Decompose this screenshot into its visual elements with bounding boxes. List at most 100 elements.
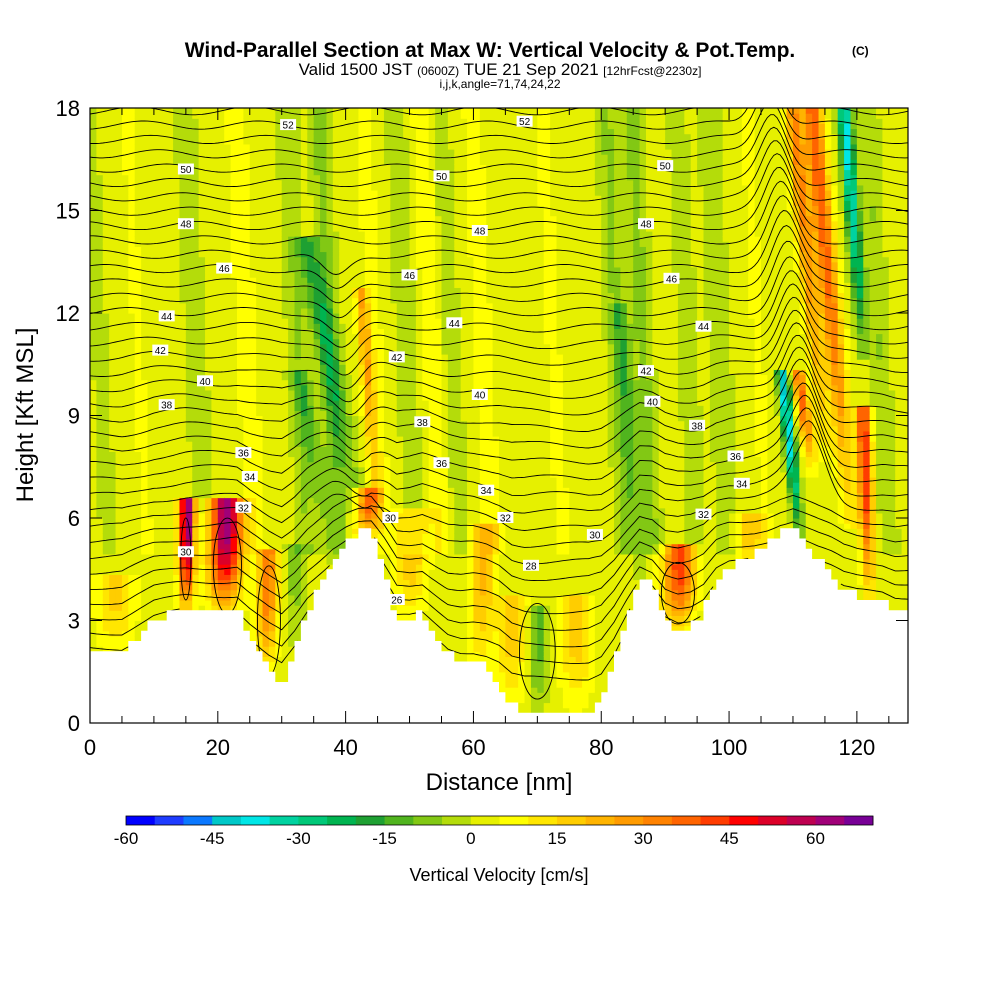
velocity-cell — [275, 656, 283, 663]
velocity-cell — [134, 287, 142, 294]
velocity-cell — [332, 456, 340, 463]
velocity-cell — [358, 236, 366, 242]
velocity-cell — [90, 430, 97, 437]
velocity-cell — [134, 379, 142, 386]
velocity-cell — [371, 348, 379, 355]
velocity-cell — [134, 451, 142, 458]
velocity-cell — [90, 282, 97, 288]
velocity-cell — [90, 133, 97, 140]
velocity-cell — [300, 461, 308, 468]
velocity-cell — [345, 138, 353, 145]
velocity-cell — [192, 415, 200, 422]
velocity-cell — [185, 123, 193, 130]
velocity-cell — [224, 292, 232, 299]
velocity-cell — [173, 272, 181, 278]
velocity-cell — [352, 220, 360, 227]
velocity-cell — [205, 174, 213, 181]
velocity-cell — [185, 605, 193, 611]
velocity-cell — [185, 415, 193, 422]
velocity-cell — [281, 302, 289, 309]
velocity-cell — [192, 487, 200, 493]
velocity-cell — [275, 374, 283, 381]
velocity-cell — [307, 128, 315, 135]
velocity-cell — [262, 272, 270, 278]
velocity-cell — [173, 307, 181, 314]
velocity-cell — [211, 241, 219, 247]
velocity-cell — [313, 338, 321, 345]
velocity-cell — [294, 477, 302, 483]
velocity-cell — [153, 174, 161, 181]
velocity-cell — [198, 600, 206, 606]
velocity-cell — [383, 369, 391, 376]
velocity-cell — [281, 579, 289, 586]
velocity-cell — [128, 569, 136, 575]
velocity-cell — [96, 318, 104, 324]
velocity-cell — [358, 395, 366, 401]
velocity-cell — [217, 113, 225, 119]
velocity-cell — [262, 528, 270, 534]
velocity-cell — [115, 231, 123, 237]
velocity-cell — [96, 446, 104, 452]
velocity-cell — [332, 266, 340, 273]
velocity-cell — [332, 251, 340, 258]
velocity-cell — [121, 589, 129, 596]
velocity-cell — [281, 313, 289, 319]
velocity-cell — [403, 169, 411, 176]
velocity-cell — [403, 348, 411, 355]
velocity-cell — [243, 297, 251, 304]
velocity-cell — [115, 512, 123, 519]
velocity-cell — [160, 415, 168, 422]
velocity-cell — [224, 415, 232, 422]
velocity-cell — [377, 333, 385, 340]
velocity-cell — [364, 277, 372, 283]
velocity-cell — [396, 215, 404, 222]
velocity-cell — [179, 128, 187, 135]
velocity-cell — [230, 220, 238, 227]
velocity-cell — [134, 169, 142, 176]
velocity-cell — [249, 589, 257, 596]
velocity-cell — [217, 348, 225, 355]
velocity-cell — [281, 430, 289, 437]
velocity-cell — [224, 548, 232, 555]
velocity-cell — [320, 369, 328, 376]
velocity-cell — [224, 307, 232, 314]
velocity-cell — [320, 174, 328, 181]
velocity-cell — [294, 518, 302, 524]
velocity-cell — [121, 395, 129, 401]
velocity-cell — [109, 379, 117, 386]
velocity-cell — [332, 359, 340, 365]
velocity-cell — [141, 507, 149, 514]
velocity-cell — [147, 128, 155, 135]
velocity-cell — [396, 128, 404, 135]
velocity-cell — [121, 236, 129, 242]
velocity-cell — [192, 200, 200, 206]
velocity-cell — [339, 164, 347, 171]
velocity-cell — [205, 364, 213, 370]
velocity-cell — [147, 354, 155, 360]
velocity-cell — [275, 477, 283, 483]
velocity-cell — [307, 389, 315, 396]
velocity-cell — [390, 364, 398, 370]
velocity-cell — [96, 348, 104, 355]
velocity-cell — [371, 261, 379, 268]
velocity-cell — [109, 159, 117, 165]
velocity-cell — [364, 215, 372, 222]
velocity-cell — [352, 400, 360, 406]
velocity-cell — [249, 553, 257, 560]
velocity-cell — [243, 456, 251, 463]
velocity-cell — [403, 600, 411, 606]
velocity-cell — [275, 553, 283, 560]
velocity-cell — [288, 533, 296, 540]
velocity-cell — [396, 251, 404, 258]
velocity-cell — [115, 205, 123, 212]
velocity-cell — [217, 523, 225, 529]
velocity-cell — [294, 179, 302, 186]
velocity-cell — [256, 630, 264, 637]
velocity-cell — [230, 379, 238, 386]
velocity-cell — [396, 543, 404, 550]
velocity-cell — [339, 487, 347, 493]
velocity-cell — [364, 261, 372, 268]
velocity-cell — [313, 149, 321, 155]
velocity-cell — [205, 215, 213, 222]
velocity-cell — [128, 605, 136, 611]
